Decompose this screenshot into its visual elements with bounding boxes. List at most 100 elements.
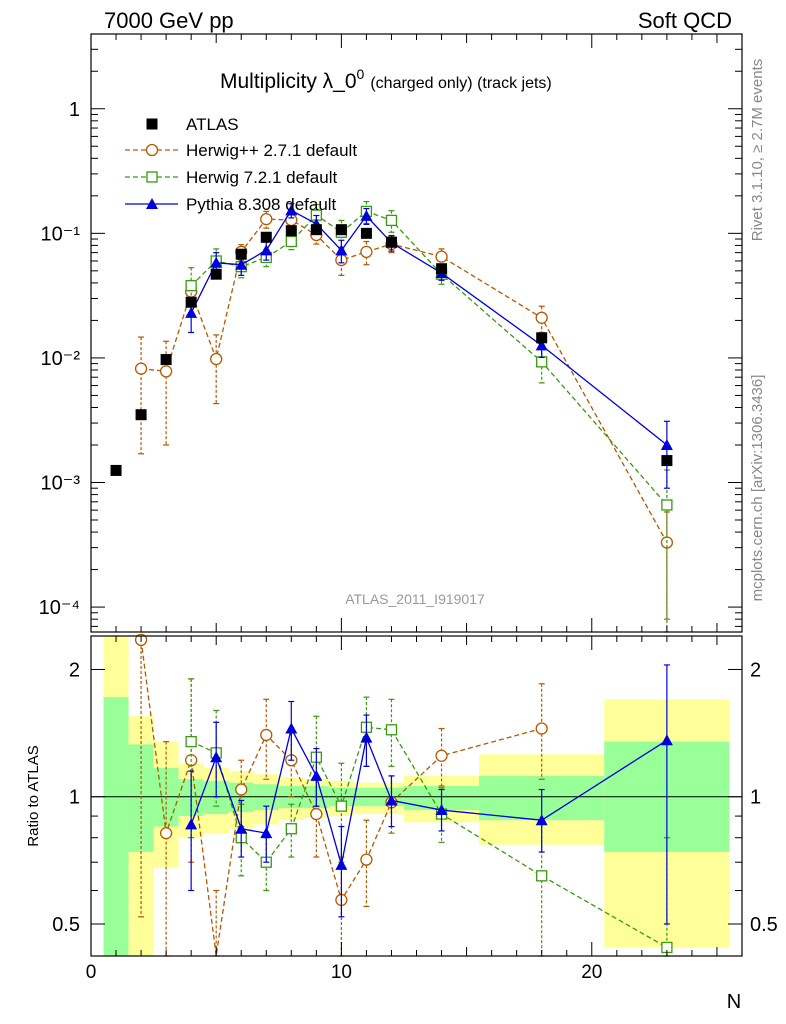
ratio-ytick-label-left-0: 2 (69, 659, 80, 681)
main-point-0-6 (260, 231, 272, 243)
legend-label-3: Pythia 8.308 default (186, 195, 337, 214)
main-point-3-11 (660, 438, 673, 450)
ratio-point-1-12 (535, 722, 548, 735)
ratio-point-1-11 (435, 749, 448, 762)
ratio-point-3-0 (185, 818, 198, 830)
ratio-point-2-6 (335, 800, 348, 812)
x-tick-label-10: 10 (331, 962, 352, 983)
ratio-point-2-0 (185, 735, 197, 748)
ratio-point-3-11 (660, 734, 673, 746)
data-series (110, 200, 674, 957)
main-point-3-1 (210, 256, 223, 268)
main-point-1-5 (260, 212, 273, 226)
header-energy: 7000 GeV pp (104, 8, 234, 33)
main-line-3 (190, 209, 668, 446)
main-point-0-0 (110, 464, 122, 476)
ratio-point-1-9 (360, 853, 373, 866)
main-ytick-label-0: 1 (69, 99, 80, 121)
legend-marker-1 (145, 143, 159, 157)
main-point-0-13 (536, 332, 548, 344)
main-point-3-3 (260, 244, 273, 256)
ratio-uncertainty-bands (103, 636, 730, 956)
chart-title: Multiplicity λ_00 (charged only) (track j… (220, 66, 552, 93)
header-category: Soft QCD (638, 8, 732, 33)
ratio-point-3-4 (285, 722, 298, 734)
ratio-point-3-2 (235, 822, 248, 834)
legend-label-2: Herwig 7.2.1 default (186, 168, 337, 187)
ratio-y-axis-label: Ratio to ATLAS (25, 745, 42, 846)
ratio-ytick-label-right-1: 1 (750, 787, 761, 809)
title-main: Multiplicity λ_0 (220, 70, 357, 93)
ratio-point-2-4 (285, 823, 297, 835)
main-point-0-10 (360, 227, 372, 239)
axis-ticks (90, 34, 743, 956)
main-ytick-label-2: 10⁻² (41, 348, 81, 370)
main-point-3-2 (235, 258, 248, 270)
legend-marker-0 (146, 118, 158, 130)
side-label-rivet: Rivet 3.1.10, ≥ 2.7M events (749, 59, 766, 242)
ratio-point-1-1 (159, 827, 173, 840)
series-0 (110, 224, 673, 476)
main-point-0-4 (210, 268, 222, 280)
x-tick-label-0: 0 (86, 962, 97, 983)
legend-marker-3 (146, 198, 158, 209)
legend-marker-2 (146, 171, 158, 183)
main-ytick-label-1: 10⁻¹ (41, 223, 81, 245)
analysis-watermark: ATLAS_2011_I919017 (345, 591, 485, 607)
main-point-3-10 (535, 339, 548, 351)
main-point-0-2 (160, 354, 172, 366)
ratio-point-3-1 (210, 751, 223, 763)
main-point-0-1 (135, 409, 147, 421)
ratio-ytick-label-left-2: 0.5 (52, 914, 80, 936)
main-point-0-3 (185, 296, 197, 308)
legend-label-1: Herwig++ 2.7.1 default (186, 141, 357, 160)
ratio-point-1-5 (260, 728, 273, 742)
legend: ATLAS Herwig++ 2.7.1 default Herwig 7.2.1 … (125, 115, 357, 214)
main-point-3-0 (185, 306, 198, 318)
x-tick-label-20: 20 (581, 962, 602, 983)
main-point-3-6 (335, 244, 348, 256)
ratio-point-3-5 (310, 769, 323, 781)
legend-label-0: ATLAS (186, 115, 239, 134)
ratio-point-3-8 (385, 794, 398, 806)
main-point-2-10 (536, 356, 548, 368)
main-point-0-12 (436, 263, 448, 275)
ratio-ytick-label-right-2: 0.5 (750, 914, 778, 936)
ratio-point-3-9 (435, 804, 448, 816)
main-point-2-0 (185, 280, 197, 292)
ratio-point-1-7 (310, 807, 323, 821)
band-green-0 (103, 697, 129, 956)
series-3 (185, 203, 673, 489)
main-point-1-12 (535, 311, 548, 324)
ratio-point-2-8 (385, 724, 398, 736)
ratio-point-2-10 (536, 870, 548, 882)
main-point-1-1 (159, 365, 173, 378)
main-point-0-7 (285, 225, 297, 237)
main-point-0-9 (335, 224, 347, 236)
main-point-2-4 (285, 235, 297, 248)
main-point-1-11 (435, 250, 448, 263)
main-point-1-3 (210, 352, 223, 366)
ratio-point-1-4 (235, 783, 248, 796)
ratio-point-3-10 (535, 814, 548, 826)
ratio-ytick-label-left-1: 1 (69, 787, 80, 809)
main-point-0-8 (310, 224, 322, 236)
main-point-1-0 (134, 362, 148, 375)
main-ytick-label-4: 10⁻⁴ (39, 597, 80, 619)
main-point-1-9 (360, 245, 373, 259)
ratio-point-3-3 (260, 827, 273, 839)
main-point-2-8 (385, 214, 398, 227)
main-point-0-14 (661, 455, 673, 467)
title-qualifier: (charged only) (track jets) (370, 75, 551, 92)
ratio-series-3 (185, 664, 673, 925)
ratio-point-3-6 (335, 858, 348, 870)
main-point-0-5 (235, 248, 247, 260)
main-point-3-7 (360, 209, 373, 221)
ratio-ytick-label-right-0: 2 (750, 659, 761, 681)
side-label-mcplots: mcplots.cern.ch [arXiv:1306.3436] (749, 375, 766, 602)
title-superscript: 0 (357, 66, 365, 82)
x-axis-label: N (727, 991, 741, 1013)
main-point-3-4 (285, 204, 298, 216)
ratio-line-3 (190, 726, 668, 866)
